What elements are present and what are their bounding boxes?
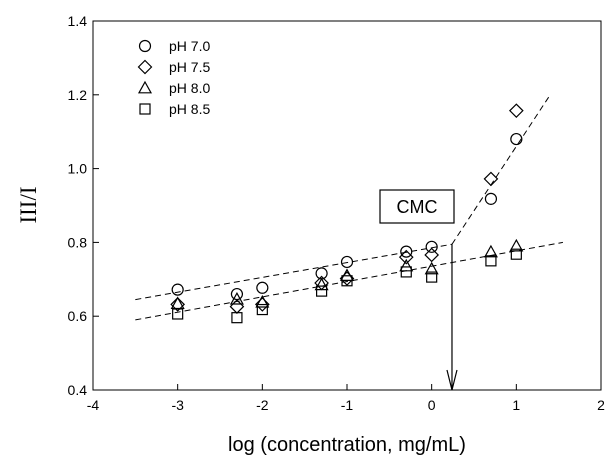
data-point-ph-8-5 (426, 271, 438, 283)
x-tick-label: -3 (171, 397, 184, 413)
axis-ticks (92, 20, 602, 391)
data-point-ph-8-5 (485, 255, 497, 267)
data-point-ph-7-0 (425, 240, 438, 253)
data-point-ph-7-0 (256, 281, 269, 294)
data-point-ph-7-0 (171, 283, 184, 296)
data-point-ph-8-5 (231, 312, 243, 324)
data-point-ph-8-5 (172, 308, 184, 320)
data-point-ph-7-5 (508, 103, 524, 119)
y-tick-label: 1.2 (68, 87, 88, 103)
y-axis-label: III/I (16, 186, 41, 223)
data-point-ph-7-5 (424, 247, 440, 263)
data-point-ph-7-5 (398, 249, 414, 265)
x-tick-label: 2 (597, 397, 605, 413)
data-point-ph-8-5 (510, 248, 522, 260)
data-point-ph-8-5 (256, 303, 268, 316)
data-point-ph-8-0 (399, 258, 414, 272)
legend-label: pH 7.0 (169, 38, 210, 54)
data-point-ph-8-0 (255, 294, 270, 308)
data-point-ph-8-0 (424, 261, 439, 275)
data-point-ph-8-5 (400, 266, 412, 278)
legend-label: pH 8.5 (169, 101, 210, 117)
fit-line (451, 94, 551, 245)
legend-label: pH 8.0 (169, 80, 210, 96)
data-point-ph-8-0 (483, 244, 498, 258)
data-point-ph-7-0 (510, 132, 523, 146)
legend-marker (137, 80, 153, 94)
plot-frame (92, 20, 602, 391)
x-tick-labels: -4 -3 -2 -1 0 1 2 (87, 397, 605, 413)
data-point-ph-7-0 (484, 192, 498, 205)
x-tick-label: -4 (87, 397, 100, 413)
x-tick-label: -1 (341, 397, 354, 413)
legend-marker (138, 39, 152, 53)
data-point-ph-7-0 (400, 245, 413, 258)
data-point-ph-8-0 (314, 277, 329, 291)
y-tick-label: 0.4 (68, 382, 88, 398)
cmc-arrow-head (446, 369, 458, 391)
x-axis-label: log (concentration, mg/mL) (228, 434, 466, 456)
y-tick-label: 0.6 (68, 308, 88, 324)
cmc-box (379, 189, 455, 224)
x-tick-label: 0 (428, 397, 436, 413)
data-point-ph-7-5 (170, 297, 186, 312)
legend: pH 7.0 pH 7.5 pH 8.0 pH 8.5 (137, 38, 210, 117)
data-point-ph-7-5 (254, 297, 270, 312)
x-tick-label: 1 (512, 397, 520, 413)
data-point-ph-8-5 (341, 275, 353, 287)
data-points (170, 103, 524, 324)
data-point-ph-8-0 (229, 291, 244, 305)
data-point-ph-7-0 (340, 255, 354, 269)
legend-marker (139, 103, 151, 115)
cmc-label: CMC (397, 197, 438, 217)
y-tick-label: 1.4 (68, 13, 88, 29)
y-tick-label: 1.0 (68, 161, 88, 177)
data-point-ph-8-5 (316, 285, 328, 297)
data-point-ph-8-0 (509, 238, 524, 252)
x-tick-label: -2 (256, 397, 269, 413)
fit-line (135, 241, 563, 321)
cmc-annotation: CMC (379, 189, 458, 391)
y-tick-label: 0.8 (68, 234, 88, 250)
fit-line (135, 243, 453, 301)
y-tick-labels: 0.4 0.6 0.8 1.0 1.2 1.4 (68, 13, 88, 398)
legend-label: pH 7.5 (169, 59, 210, 75)
data-point-ph-8-0 (339, 268, 355, 282)
legend-marker (137, 59, 153, 75)
data-point-ph-7-5 (483, 171, 499, 187)
